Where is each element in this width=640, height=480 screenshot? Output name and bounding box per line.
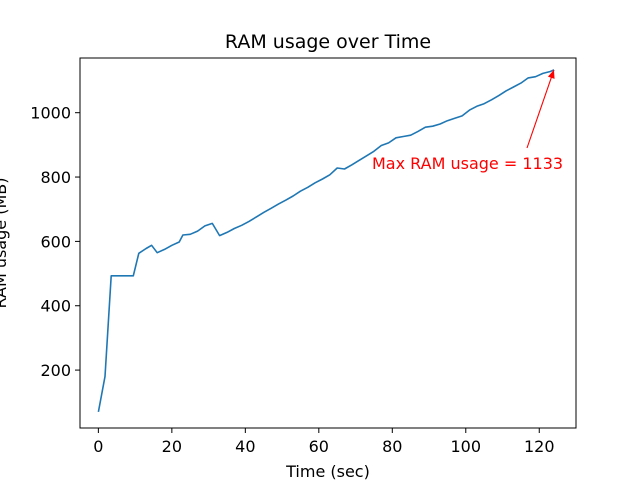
annotation-arrowhead bbox=[547, 69, 555, 79]
annotation-text: Max RAM usage = 1133 bbox=[372, 154, 563, 173]
x-tick-label: 40 bbox=[235, 437, 255, 456]
ram-usage-line bbox=[97, 69, 555, 413]
x-tick-label: 80 bbox=[382, 437, 402, 456]
x-tick-label: 120 bbox=[524, 437, 555, 456]
plot-area bbox=[79, 57, 577, 429]
chart-title: RAM usage over Time bbox=[225, 31, 431, 53]
y-tick-label: 400 bbox=[40, 297, 71, 316]
x-tick-label: 100 bbox=[451, 437, 482, 456]
y-tick-label: 1000 bbox=[30, 104, 71, 123]
y-tick-label: 200 bbox=[40, 361, 71, 380]
y-tick-label: 800 bbox=[40, 168, 71, 187]
annotation-arrow bbox=[526, 69, 555, 149]
ticks-layer: 0 20 40 60 80 100 120 200 400 600 800 1000 bbox=[30, 104, 554, 456]
x-tick-label: 60 bbox=[309, 437, 329, 456]
x-tick-label: 20 bbox=[162, 437, 182, 456]
y-tick-label: 600 bbox=[40, 232, 71, 251]
x-tick-label: 0 bbox=[93, 437, 103, 456]
x-axis-label: Time (sec) bbox=[285, 462, 370, 480]
y-axis-label: RAM usage (MB) bbox=[0, 178, 10, 309]
